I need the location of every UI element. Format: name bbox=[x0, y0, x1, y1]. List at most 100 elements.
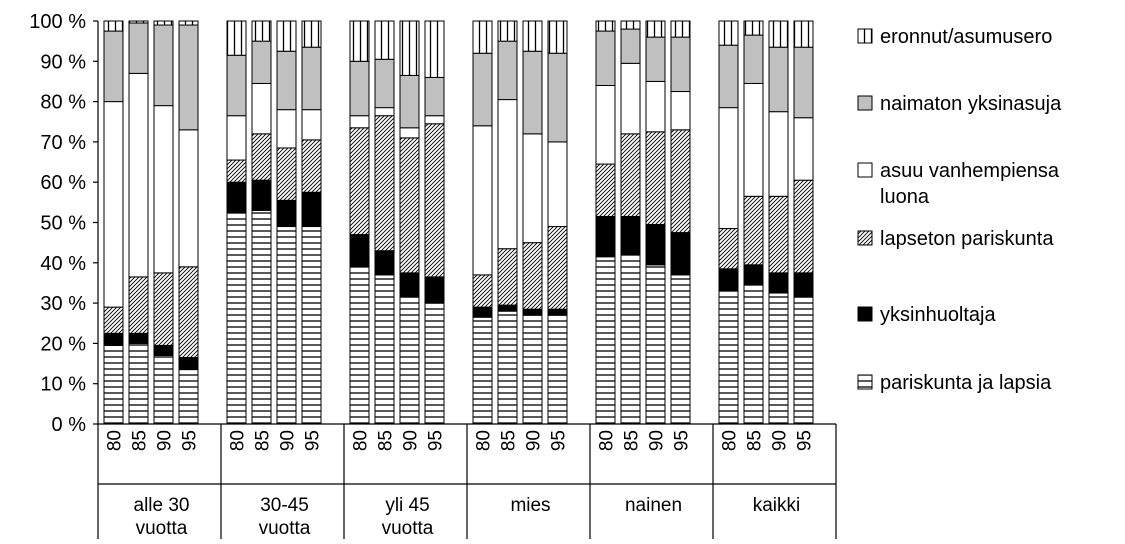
group-label: yli 45 vuotta bbox=[382, 495, 434, 539]
bar-segment bbox=[251, 179, 272, 211]
bar-segment bbox=[399, 74, 420, 129]
bar-segment bbox=[153, 272, 174, 346]
bar-segment bbox=[645, 20, 666, 38]
bar-segment bbox=[374, 274, 395, 425]
bar-segment bbox=[349, 60, 370, 117]
bar-segment bbox=[718, 107, 739, 230]
bar-segment bbox=[497, 310, 518, 425]
category-label: 80 bbox=[597, 430, 618, 451]
bar-segment bbox=[399, 296, 420, 425]
bar-segment bbox=[743, 264, 764, 286]
bar-segment bbox=[349, 115, 370, 129]
category-label: 85 bbox=[376, 430, 397, 451]
bar-segment bbox=[645, 36, 666, 82]
bar-segment bbox=[645, 80, 666, 133]
bar-segment bbox=[768, 20, 789, 48]
bar-segment bbox=[497, 248, 518, 306]
legend-label: lapseton pariskunta bbox=[880, 228, 1054, 250]
bar-segment bbox=[276, 226, 297, 425]
bar-segment bbox=[595, 84, 616, 165]
bar-segment bbox=[497, 304, 518, 312]
y-tick-label: 70 % bbox=[40, 132, 86, 154]
bar-segment bbox=[472, 125, 493, 276]
legend-swatch bbox=[857, 162, 873, 178]
group-label: alle 30 vuotta bbox=[134, 495, 190, 539]
category-label: 90 bbox=[401, 430, 422, 451]
bar-segment bbox=[178, 129, 199, 268]
bar-segment bbox=[226, 159, 247, 183]
bar-segment bbox=[128, 342, 149, 425]
bar-segment bbox=[103, 306, 124, 334]
bar-segment bbox=[349, 234, 370, 268]
bar-segment bbox=[768, 111, 789, 197]
bar-segment bbox=[226, 20, 247, 56]
bar-segment bbox=[620, 62, 641, 135]
bar-segment bbox=[226, 181, 247, 213]
bar-segment bbox=[251, 209, 272, 425]
y-tick-label: 0 % bbox=[52, 414, 87, 436]
category-label: 80 bbox=[351, 430, 372, 451]
bar-segment bbox=[103, 332, 124, 346]
y-tick-label: 60 % bbox=[40, 172, 86, 194]
category-label: 90 bbox=[770, 430, 791, 451]
bar-segment bbox=[522, 242, 543, 310]
y-tick-label: 40 % bbox=[40, 253, 86, 275]
bar-segment bbox=[718, 228, 739, 270]
category-label: 85 bbox=[253, 430, 274, 451]
bar-segment bbox=[793, 179, 814, 274]
category-label: 95 bbox=[672, 430, 693, 451]
bar-segment bbox=[178, 357, 199, 371]
y-tick-label: 30 % bbox=[40, 293, 86, 315]
category-label: 90 bbox=[278, 430, 299, 451]
category-label: 85 bbox=[130, 430, 151, 451]
bar-segment bbox=[793, 46, 814, 119]
bar-segment bbox=[472, 306, 493, 318]
bar-segment bbox=[251, 133, 272, 181]
bar-segment bbox=[399, 20, 420, 76]
bar-segment bbox=[620, 215, 641, 256]
group-label: kaikki bbox=[753, 495, 801, 516]
bar-segment bbox=[178, 369, 199, 425]
bar-segment bbox=[178, 266, 199, 359]
legend-label: pariskunta ja lapsia bbox=[880, 372, 1052, 394]
bar-segment bbox=[670, 232, 691, 276]
group-label: nainen bbox=[625, 495, 682, 516]
bar-segment bbox=[718, 44, 739, 109]
bar-segment bbox=[399, 272, 420, 298]
bar-segment bbox=[522, 20, 543, 52]
bar-segment bbox=[424, 76, 445, 117]
bar-segment bbox=[103, 344, 124, 425]
bar-segment bbox=[793, 20, 814, 48]
bar-segment bbox=[743, 34, 764, 84]
bar-segment bbox=[128, 332, 149, 344]
group-label: 30-45 vuotta bbox=[259, 495, 311, 539]
bar-segment bbox=[472, 20, 493, 54]
bar-segment bbox=[522, 133, 543, 244]
category-label: 80 bbox=[228, 430, 249, 451]
bar-segment bbox=[522, 314, 543, 425]
bar-segment bbox=[301, 109, 322, 141]
category-label: 95 bbox=[303, 430, 324, 451]
bar-segment bbox=[153, 24, 174, 107]
bar-segment bbox=[620, 28, 641, 64]
bar-segment bbox=[374, 107, 395, 117]
bar-segment bbox=[103, 101, 124, 308]
bar-segment bbox=[276, 20, 297, 52]
bar-segment bbox=[645, 224, 666, 266]
bar-segment bbox=[793, 296, 814, 425]
bar-segment bbox=[522, 308, 543, 316]
y-tick-label: 10 % bbox=[40, 374, 86, 396]
bar-segment bbox=[645, 264, 666, 425]
category-label: 95 bbox=[795, 430, 816, 451]
bar-segment bbox=[793, 272, 814, 298]
bar-segment bbox=[547, 308, 568, 316]
bar-segment bbox=[153, 344, 174, 356]
bar-segment bbox=[497, 99, 518, 250]
category-label: 80 bbox=[720, 430, 741, 451]
category-label: 85 bbox=[745, 430, 766, 451]
bar-segment bbox=[424, 123, 445, 278]
bar-segment bbox=[301, 20, 322, 48]
category-label: 85 bbox=[622, 430, 643, 451]
bar-segment bbox=[374, 20, 395, 60]
category-label: 95 bbox=[426, 430, 447, 451]
